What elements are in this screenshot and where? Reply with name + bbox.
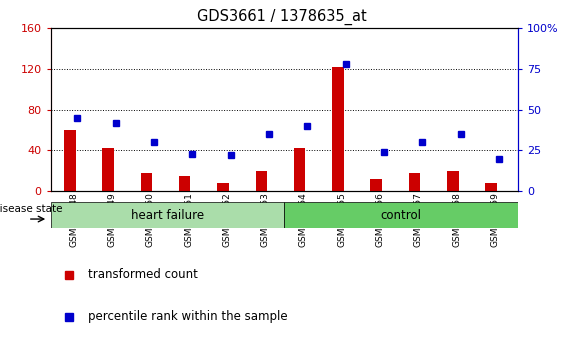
Bar xyxy=(409,173,421,191)
Bar xyxy=(284,202,518,228)
Bar xyxy=(64,130,75,191)
Bar xyxy=(370,179,382,191)
Text: control: control xyxy=(381,209,422,222)
Bar xyxy=(141,173,152,191)
Bar xyxy=(332,67,343,191)
Text: heart failure: heart failure xyxy=(131,209,204,222)
Text: GDS3661 / 1378635_at: GDS3661 / 1378635_at xyxy=(196,9,367,25)
Bar xyxy=(179,176,190,191)
Bar xyxy=(102,148,114,191)
Bar xyxy=(485,183,497,191)
Bar xyxy=(256,171,267,191)
Bar xyxy=(217,183,229,191)
Text: transformed count: transformed count xyxy=(88,268,198,281)
Bar xyxy=(51,202,284,228)
Bar xyxy=(294,148,305,191)
Text: disease state: disease state xyxy=(0,204,62,214)
Bar xyxy=(447,171,459,191)
Text: percentile rank within the sample: percentile rank within the sample xyxy=(88,310,288,323)
